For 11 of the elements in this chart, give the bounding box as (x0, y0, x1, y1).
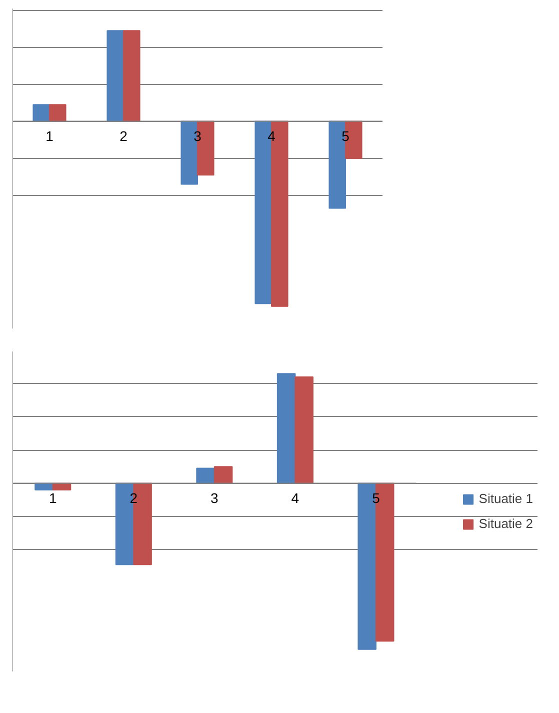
x-tick-label: 4 (291, 490, 300, 506)
legend-label: Situatie 2 (478, 516, 533, 531)
x-tick-label: 2 (120, 128, 128, 144)
x-tick-label: 1 (46, 128, 54, 144)
x-tick-label: 1 (48, 490, 57, 506)
bar (214, 466, 233, 484)
bar (276, 373, 296, 484)
bar (294, 376, 314, 484)
bar (52, 482, 72, 490)
x-tick-label: 3 (210, 490, 219, 506)
legend-label: Situatie 1 (478, 491, 533, 506)
